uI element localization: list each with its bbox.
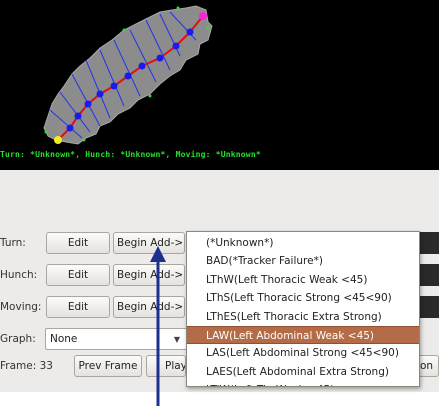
- bottom-margin: [0, 392, 439, 414]
- graph-select-value: None: [50, 333, 78, 345]
- graph-label: Graph:: [0, 333, 36, 345]
- graph-select[interactable]: None ▼: [45, 328, 187, 350]
- menu-item[interactable]: LThW(Left Thoracic Weak <45): [206, 273, 368, 286]
- tail-marker: [54, 136, 62, 144]
- hunch-label: Hunch:: [0, 269, 38, 281]
- menu-item[interactable]: LAES(Left Abdominal Extra Strong): [206, 365, 389, 378]
- menu-items: (*Unknown*) BAD(*Tracker Failure*) LThW(Le…: [187, 232, 419, 386]
- hunch-begin-add-button[interactable]: Begin Add->: [113, 264, 185, 286]
- moving-edit-button[interactable]: Edit: [46, 296, 110, 318]
- behavior-dropdown-menu[interactable]: (*Unknown*) BAD(*Tracker Failure*) LThW(Le…: [186, 231, 420, 387]
- chevron-down-icon: ▼: [173, 334, 181, 344]
- menu-item[interactable]: BAD(*Tracker Failure*): [206, 255, 323, 268]
- menu-item[interactable]: LTiW(Left Tip Weak <45): [187, 381, 419, 386]
- frame-label: Frame: 33: [0, 360, 53, 372]
- moving-value-field[interactable]: [414, 296, 439, 318]
- larva-tracking-overlay: [43, 5, 213, 145]
- menu-item[interactable]: LAS(Left Abdominal Strong <45<90): [206, 347, 399, 360]
- behavior-status-line: Turn: *Unknown*, Hunch: *Unknown*, Movin…: [0, 150, 261, 159]
- menu-item[interactable]: LAW(Left Abdominal Weak <45): [187, 325, 419, 345]
- hunch-edit-button[interactable]: Edit: [46, 264, 110, 286]
- menu-item[interactable]: (*Unknown*): [206, 237, 274, 249]
- annotation-arrow: [150, 246, 166, 406]
- prev-frame-button[interactable]: Prev Frame: [74, 355, 142, 377]
- tracking-video-view: Turn: *Unknown*, Hunch: *Unknown*, Movin…: [0, 0, 439, 170]
- play-button[interactable]: Play: [146, 355, 186, 377]
- outline-points: [44, 6, 210, 142]
- spine-nodes: [66, 28, 194, 132]
- turn-label: Turn:: [0, 237, 26, 249]
- moving-begin-add-button[interactable]: Begin Add->: [113, 296, 185, 318]
- menu-item[interactable]: LThES(Left Thoracic Extra Strong): [206, 310, 382, 323]
- turn-value-field[interactable]: [414, 232, 439, 254]
- menu-item[interactable]: LThS(Left Thoracic Strong <45<90): [206, 292, 392, 305]
- segment-lines: [49, 11, 197, 139]
- head-marker: [199, 12, 207, 20]
- moving-label: Moving:: [0, 301, 42, 313]
- hunch-value-field[interactable]: [414, 264, 439, 286]
- turn-begin-add-button[interactable]: Begin Add->: [113, 232, 185, 254]
- turn-edit-button[interactable]: Edit: [46, 232, 110, 254]
